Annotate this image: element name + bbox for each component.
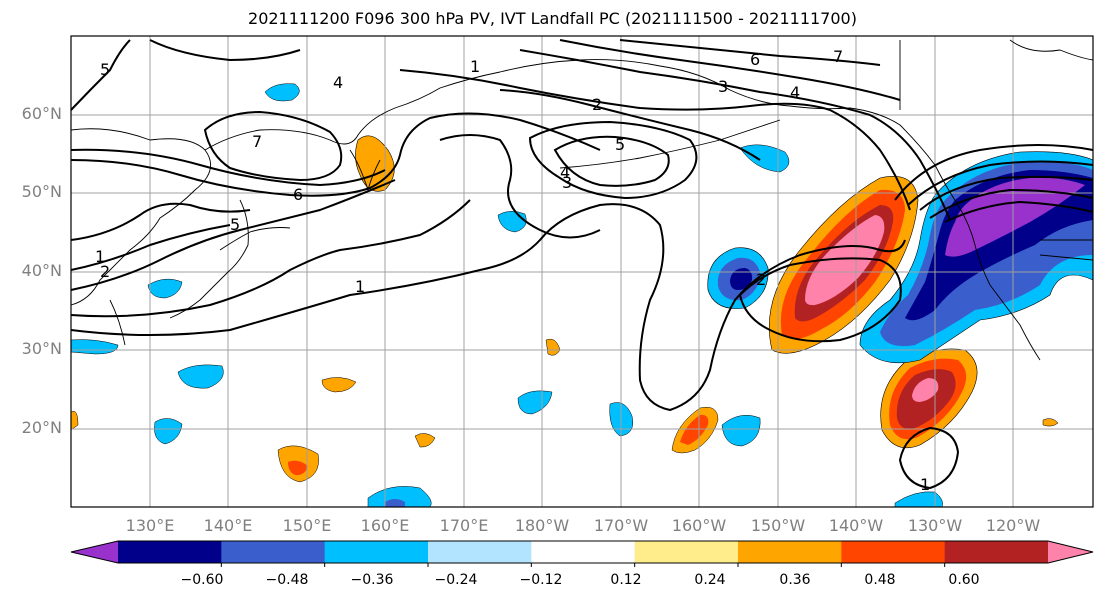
- contour-label-5-b: 5: [230, 215, 240, 234]
- colorbar-outline: [70, 540, 1094, 564]
- colorbar-label: −0.60: [180, 572, 224, 588]
- contour-label-1-c: 1: [95, 247, 105, 266]
- plot-title: 2021111200 F096 300 hPa PV, IVT Landfall…: [248, 9, 857, 28]
- contour-label-6-b: 6: [293, 185, 303, 204]
- contour-label-2-c: 2: [756, 270, 766, 289]
- lon-label-170W: 170°W: [593, 516, 649, 535]
- colorbar-segment: [634, 541, 739, 563]
- lat-label-60N: 60°N: [21, 104, 62, 123]
- colorbar-segment: [738, 541, 842, 563]
- contour-label-2: 2: [592, 95, 602, 114]
- contour-label-3: 3: [718, 77, 728, 96]
- colorbar-segment: [841, 541, 946, 563]
- contour-label-4-c: 4: [560, 163, 570, 182]
- contour-label-2-b: 2: [100, 262, 110, 281]
- colorbar: [70, 540, 1094, 567]
- contour-labels: 1 1 1 1 2 2 2 3 3 4 4 4 5 5 5 6 6 7 7: [95, 47, 930, 494]
- lon-label-130W: 130°W: [907, 516, 963, 535]
- contour-label-7: 7: [252, 132, 262, 151]
- lat-label-40N: 40°N: [21, 261, 62, 280]
- lon-label-120W: 120°W: [985, 516, 1041, 535]
- lon-label-140W: 140°W: [828, 516, 884, 535]
- colorbar-extend-low: [71, 541, 118, 563]
- lon-label-170E: 170°E: [439, 516, 489, 535]
- colorbar-label: −0.24: [434, 572, 478, 588]
- lon-label-130E: 130°E: [125, 516, 175, 535]
- contour-label-1: 1: [355, 277, 365, 296]
- colorbar-label: 0.60: [948, 572, 980, 588]
- colorbar-segment: [531, 541, 636, 563]
- lon-label-150E: 150°E: [282, 516, 332, 535]
- colorbar-label: 0.36: [779, 572, 811, 588]
- colorbar-label: 0.12: [610, 572, 642, 588]
- contour-label-7-b: 7: [833, 47, 843, 66]
- map-frame: [70, 35, 1094, 508]
- colorbar-segment: [221, 541, 326, 563]
- colorbar-label: −0.48: [265, 572, 309, 588]
- lon-label-140E: 140°E: [203, 516, 253, 535]
- colorbar-segment: [324, 541, 429, 563]
- lat-label-50N: 50°N: [21, 182, 62, 201]
- colorbar-label: 0.24: [694, 572, 726, 588]
- contour-label-6: 6: [750, 50, 760, 69]
- colorbar-extend-high: [1048, 541, 1093, 563]
- lat-label-30N: 30°N: [21, 339, 62, 358]
- contour-label-3-b: 3: [562, 173, 572, 192]
- lon-label-160W: 160°W: [671, 516, 727, 535]
- contour-label-1-b: 1: [470, 57, 480, 76]
- colorbar-label: −0.12: [519, 572, 563, 588]
- contour-label-4-b: 4: [790, 83, 800, 102]
- colorbar-label: 0.48: [864, 572, 896, 588]
- colorbar-segment: [428, 541, 532, 563]
- contour-label-1-d: 1: [920, 475, 930, 494]
- contour-label-5-c: 5: [100, 60, 110, 79]
- contour-label-4: 4: [333, 73, 343, 92]
- colorbar-label: −0.36: [350, 572, 394, 588]
- colorbar-segment: [118, 541, 222, 563]
- graticule: [71, 36, 1093, 507]
- shading-layer: [70, 83, 1094, 508]
- lon-label-160E: 160°E: [360, 516, 410, 535]
- lon-label-150W: 150°W: [750, 516, 806, 535]
- colorbar-segment: [944, 541, 1049, 563]
- lat-label-20N: 20°N: [21, 418, 62, 437]
- contour-label-5: 5: [615, 135, 625, 154]
- lon-label-180W: 180°W: [514, 516, 570, 535]
- pv-contours: [70, 39, 1094, 490]
